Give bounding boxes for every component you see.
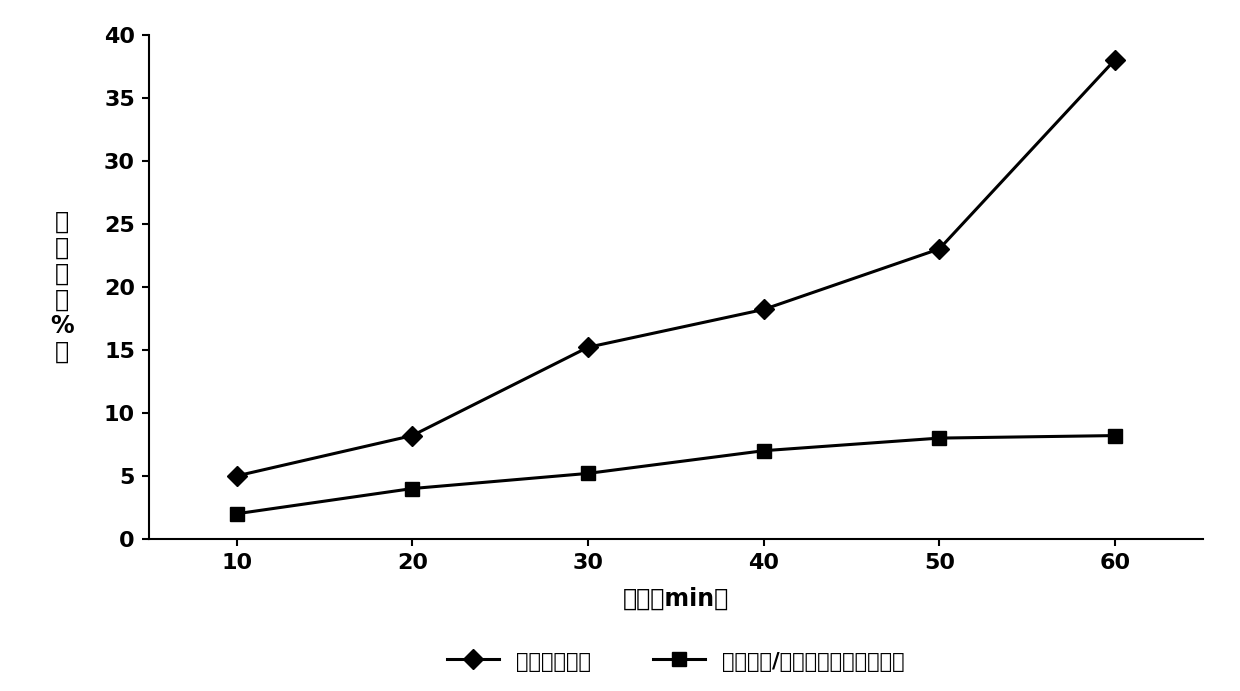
纳米二氧化鉴 xyxy=(229,472,244,480)
二氧化鉴/海藻多糖复合纳米颗粒 xyxy=(404,484,419,493)
纳米二氧化鉴 xyxy=(580,343,595,352)
二氧化鉴/海藻多糖复合纳米颗粒 xyxy=(1107,431,1122,439)
纳米二氧化鉴 xyxy=(1107,56,1122,64)
二氧化鉴/海藻多糖复合纳米颗粒 xyxy=(756,446,771,455)
二氧化鉴/海藻多糖复合纳米颗粒 xyxy=(932,434,947,442)
二氧化鉴/海藻多糖复合纳米颗粒 xyxy=(229,510,244,518)
纳米二氧化鉴 xyxy=(932,245,947,253)
纳米二氧化鉴 xyxy=(404,431,419,439)
纳米二氧化鉴 xyxy=(756,305,771,314)
Line: 二氧化鉴/海藻多糖复合纳米颗粒: 二氧化鉴/海藻多糖复合纳米颗粒 xyxy=(229,428,1122,521)
X-axis label: 时间（min）: 时间（min） xyxy=(622,587,729,611)
Legend: 纳米二氧化鉴, 二氧化鉴/海藻多糖复合纳米颗粒: 纳米二氧化鉴, 二氧化鉴/海藻多糖复合纳米颗粒 xyxy=(439,643,913,680)
Y-axis label: 降
解
率
（
%
）: 降 解 率 （ % ） xyxy=(51,210,74,363)
二氧化鉴/海藻多糖复合纳米颗粒 xyxy=(580,469,595,477)
Line: 纳米二氧化鉴: 纳米二氧化鉴 xyxy=(229,53,1122,483)
